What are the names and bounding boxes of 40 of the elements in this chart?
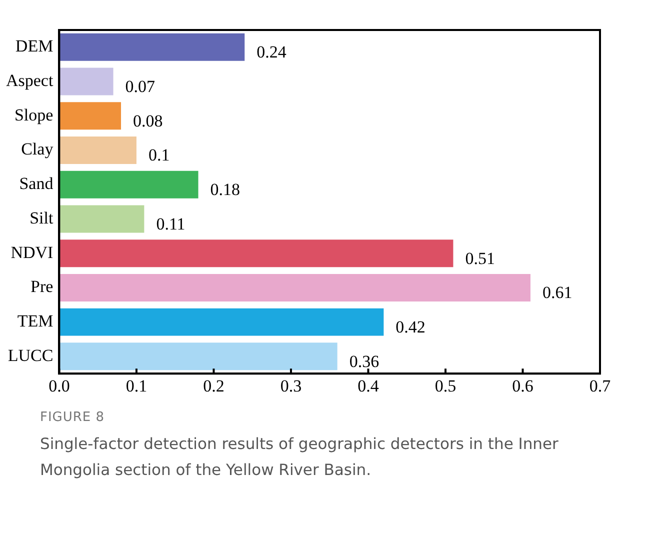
y-tick-label: DEM	[15, 36, 54, 56]
x-tick-label: 0.4	[358, 376, 380, 396]
bar	[59, 205, 144, 233]
bar	[59, 170, 198, 198]
bar	[59, 342, 338, 370]
bar	[59, 274, 530, 302]
y-tick-label: LUCC	[8, 346, 54, 365]
bar	[59, 68, 114, 96]
data-label: 0.42	[396, 318, 426, 337]
data-label: 0.18	[210, 180, 240, 200]
bar	[59, 102, 122, 130]
x-tick-label: 0.5	[434, 376, 456, 396]
bar	[59, 33, 245, 61]
x-tick-label: 0.6	[512, 376, 534, 396]
y-tick-label: Silt	[30, 208, 54, 228]
data-label: 0.08	[133, 111, 163, 130]
text: Single-factor detection results of geographic detectors in the Inner Mongolia section of the Yellow River Basin.	[40, 434, 560, 481]
data-label: 0.61	[542, 283, 572, 302]
y-tick-label: TEM	[17, 312, 54, 331]
bar	[59, 240, 454, 268]
data-label: 0.36	[349, 352, 380, 371]
x-tick-label: 0.2	[203, 376, 224, 396]
data-label: 0.07	[125, 77, 156, 96]
data-label: 0.51	[465, 248, 495, 268]
bar	[59, 308, 384, 336]
x-tick-label: 0.0	[48, 376, 70, 396]
y-tick-label: Clay	[21, 140, 54, 159]
y-tick-label: NDVI	[10, 242, 54, 262]
x-tick-label: 0.3	[280, 376, 302, 396]
data-label: 0.1	[148, 146, 170, 165]
x-tick-label: 0.7	[589, 376, 612, 396]
y-tick-label: Pre	[30, 277, 54, 296]
y-tick-label: Slope	[14, 105, 54, 124]
data-label: 0.11	[156, 214, 186, 234]
y-tick-label: Aspect	[6, 71, 54, 90]
x-tick-label: 0.1	[126, 376, 148, 396]
data-label: 0.24	[256, 42, 287, 62]
y-tick-label: Sand	[19, 174, 54, 194]
caption: FIGURE 8	[40, 410, 106, 425]
bar	[59, 136, 136, 164]
